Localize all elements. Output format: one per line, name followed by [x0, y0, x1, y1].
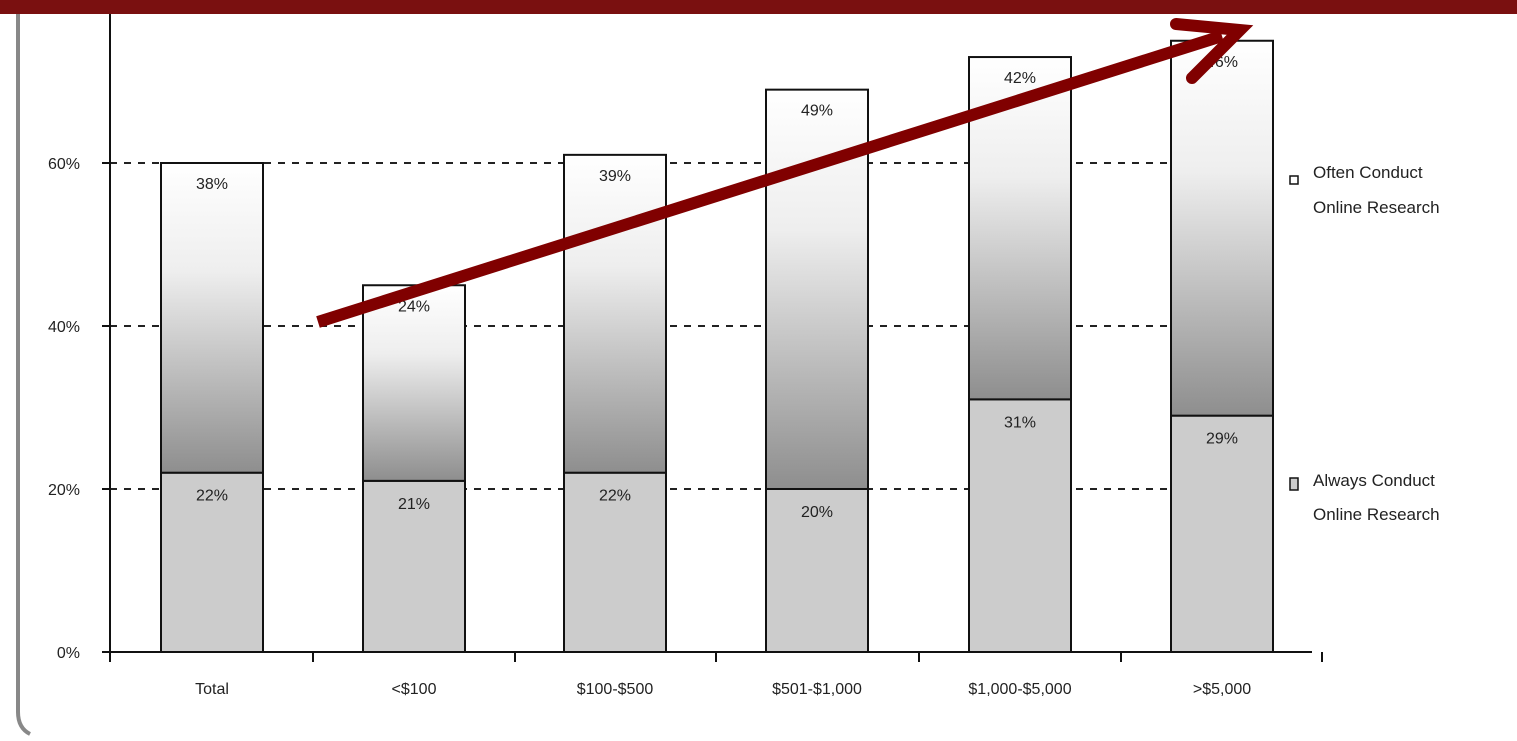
bar-always-5: [1170, 414, 1274, 653]
legend-label-always-line2: Online Research: [1313, 505, 1440, 524]
trend-arrow-shaft: [316, 30, 1224, 328]
bar-often-5: [1170, 39, 1274, 417]
x-tick-label: Total: [195, 681, 229, 698]
data-label-always: 22%: [196, 488, 228, 505]
data-label-often: 49%: [801, 103, 833, 120]
data-label-often: 24%: [398, 298, 430, 315]
bar-often-1: [362, 284, 466, 482]
x-tick-label: <$100: [392, 681, 437, 698]
data-label-often: 38%: [196, 176, 228, 193]
x-tick-label: >$5,000: [1193, 681, 1251, 698]
bar-often-2: [563, 153, 667, 474]
top-frame-bar: [0, 0, 1517, 14]
data-labels: 22%38%21%24%22%39%20%49%31%42%29%46%: [196, 54, 1238, 521]
axes: [102, 14, 1323, 662]
data-label-often: 39%: [599, 168, 631, 185]
bar-often-0: [160, 162, 264, 474]
data-label-always: 21%: [398, 496, 430, 513]
legend-label-often-line2: Online Research: [1313, 198, 1440, 217]
x-tick-label: $501-$1,000: [772, 681, 862, 698]
bar-always-0: [160, 471, 264, 654]
data-label-always: 20%: [801, 504, 833, 521]
trend-arrow: [316, 18, 1254, 328]
legend-swatch-always: [1289, 477, 1299, 491]
data-label-often: 42%: [1004, 70, 1036, 87]
data-label-always: 31%: [1004, 414, 1036, 431]
left-frame-line: [16, 14, 31, 736]
y-tick-label: 20%: [48, 482, 80, 499]
bars: [160, 39, 1274, 654]
legend-swatch-often: [1289, 175, 1299, 185]
y-tick-label: 40%: [48, 319, 80, 336]
bar-always-3: [765, 488, 869, 653]
y-tick-label: 60%: [48, 156, 80, 173]
tick-labels: 0% 20% 40% 60% Total <$100 $100-$500 $501-$1,00…: [48, 156, 1251, 698]
x-tick-label: $100-$500: [577, 681, 654, 698]
bar-always-1: [362, 479, 466, 653]
data-label-always: 29%: [1206, 431, 1238, 448]
trend-arrow-head: [1170, 18, 1254, 84]
legend-label-often-line1: Often Conduct: [1313, 163, 1423, 182]
grid-lines: [110, 162, 1272, 490]
x-tick-label: $1,000-$5,000: [968, 681, 1071, 698]
y-tick-label: 0%: [57, 645, 80, 662]
bar-always-4: [968, 398, 1072, 653]
data-label-always: 22%: [599, 488, 631, 505]
legend-label-always-line1: Always Conduct: [1313, 471, 1435, 490]
bar-always-2: [563, 471, 667, 654]
legend: Often Conduct Online Research Always Condu…: [1289, 163, 1440, 524]
